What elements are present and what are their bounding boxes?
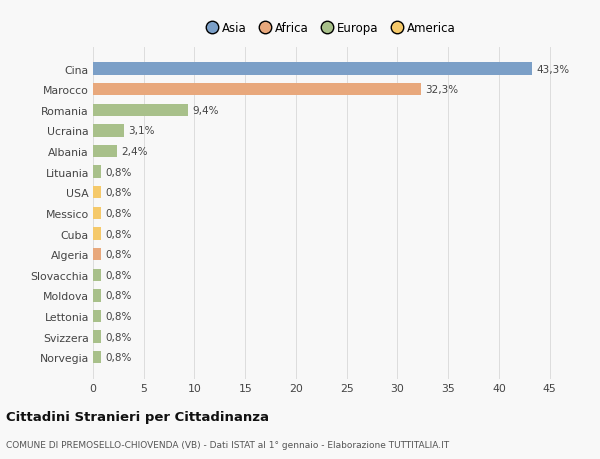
Bar — [93, 351, 101, 364]
Bar — [93, 331, 101, 343]
Text: 32,3%: 32,3% — [425, 85, 458, 95]
Text: 0,8%: 0,8% — [105, 311, 131, 321]
Text: 0,8%: 0,8% — [105, 353, 131, 363]
Bar — [93, 146, 118, 158]
Bar — [93, 104, 188, 117]
Text: Cittadini Stranieri per Cittadinanza: Cittadini Stranieri per Cittadinanza — [6, 410, 269, 423]
Bar — [93, 269, 101, 281]
Bar — [93, 310, 101, 323]
Bar — [93, 125, 124, 137]
Bar — [93, 84, 421, 96]
Text: 0,8%: 0,8% — [105, 250, 131, 260]
Legend: Asia, Africa, Europa, America: Asia, Africa, Europa, America — [203, 18, 460, 40]
Text: 0,8%: 0,8% — [105, 332, 131, 342]
Text: 0,8%: 0,8% — [105, 208, 131, 218]
Text: 0,8%: 0,8% — [105, 167, 131, 177]
Text: 0,8%: 0,8% — [105, 291, 131, 301]
Text: 9,4%: 9,4% — [193, 106, 219, 116]
Text: 0,8%: 0,8% — [105, 229, 131, 239]
Text: 3,1%: 3,1% — [128, 126, 155, 136]
Text: COMUNE DI PREMOSELLO-CHIOVENDA (VB) - Dati ISTAT al 1° gennaio - Elaborazione TU: COMUNE DI PREMOSELLO-CHIOVENDA (VB) - Da… — [6, 441, 449, 449]
Text: 0,8%: 0,8% — [105, 270, 131, 280]
Bar — [93, 63, 532, 76]
Text: 43,3%: 43,3% — [536, 64, 569, 74]
Bar — [93, 207, 101, 219]
Bar — [93, 166, 101, 179]
Bar — [93, 187, 101, 199]
Text: 0,8%: 0,8% — [105, 188, 131, 198]
Text: 2,4%: 2,4% — [121, 147, 148, 157]
Bar — [93, 248, 101, 261]
Bar — [93, 290, 101, 302]
Bar — [93, 228, 101, 240]
